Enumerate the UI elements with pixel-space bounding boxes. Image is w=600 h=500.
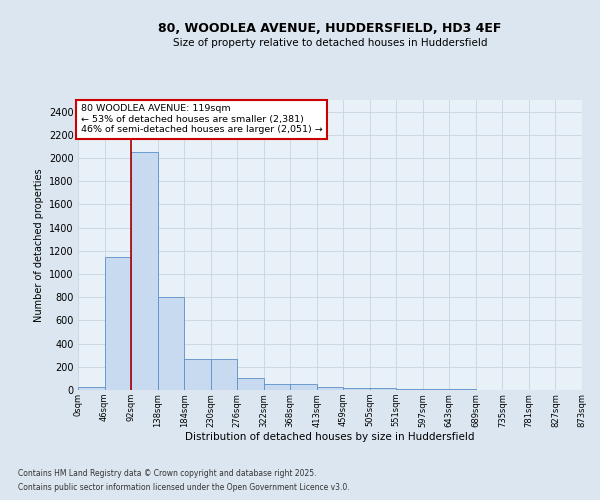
- Bar: [131, 152, 158, 390]
- Bar: [317, 386, 343, 390]
- Bar: [290, 384, 317, 390]
- Text: 80, WOODLEA AVENUE, HUDDERSFIELD, HD3 4EF: 80, WOODLEA AVENUE, HUDDERSFIELD, HD3 4E…: [158, 22, 502, 36]
- Text: Size of property relative to detached houses in Huddersfield: Size of property relative to detached ho…: [173, 38, 487, 48]
- Bar: [237, 378, 263, 390]
- Bar: [263, 384, 290, 390]
- Bar: [397, 389, 423, 390]
- Text: 80 WOODLEA AVENUE: 119sqm
← 53% of detached houses are smaller (2,381)
46% of se: 80 WOODLEA AVENUE: 119sqm ← 53% of detac…: [80, 104, 322, 134]
- Bar: [158, 297, 184, 390]
- Bar: [370, 388, 397, 390]
- Bar: [343, 388, 370, 390]
- Bar: [104, 256, 131, 390]
- Bar: [184, 358, 211, 390]
- X-axis label: Distribution of detached houses by size in Huddersfield: Distribution of detached houses by size …: [185, 432, 475, 442]
- Text: Contains public sector information licensed under the Open Government Licence v3: Contains public sector information licen…: [18, 484, 350, 492]
- Bar: [211, 358, 237, 390]
- Text: Contains HM Land Registry data © Crown copyright and database right 2025.: Contains HM Land Registry data © Crown c…: [18, 468, 317, 477]
- Bar: [78, 386, 104, 390]
- Y-axis label: Number of detached properties: Number of detached properties: [34, 168, 44, 322]
